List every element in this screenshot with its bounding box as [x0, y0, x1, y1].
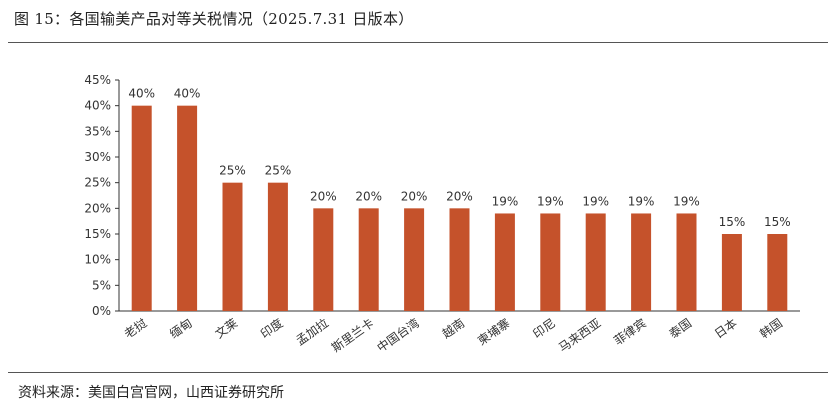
data-label: 15% — [719, 215, 746, 229]
x-category-label: 老挝 — [122, 316, 150, 341]
bar — [721, 234, 742, 311]
y-tick-label: 30% — [84, 150, 111, 164]
x-category-label: 越南 — [439, 315, 467, 341]
x-category-label: 韩国 — [757, 315, 785, 341]
x-category-label: 缅甸 — [167, 316, 195, 341]
bar — [177, 105, 198, 312]
bar-chart: 0% 5% 10% 15% 20% 25% 30% 35% 40% 45% 40% 老挝 40% 缅甸 25… — [84, 73, 800, 355]
bar — [585, 213, 606, 311]
data-label: 19% — [582, 194, 609, 208]
bar — [676, 213, 697, 311]
y-tick-label: 10% — [84, 253, 111, 267]
x-category-label: 印度 — [257, 315, 285, 341]
bar — [494, 213, 515, 311]
bar — [222, 182, 243, 311]
y-tick-label: 15% — [84, 227, 111, 241]
x-category-label: 菲律宾 — [611, 315, 649, 348]
x-category-label: 日本 — [712, 316, 740, 341]
bar — [131, 105, 152, 312]
x-category-label: 中国台湾 — [374, 315, 422, 355]
y-tick-label: 35% — [84, 124, 111, 138]
data-label: 20% — [310, 189, 337, 203]
x-category-label: 印尼 — [530, 316, 558, 341]
bar — [631, 213, 652, 311]
data-label: 25% — [265, 164, 292, 178]
bar — [404, 208, 425, 311]
data-label: 19% — [492, 194, 519, 208]
bar — [449, 208, 470, 311]
figure-title: 图 15：各国输美产品对等关税情况（2025.7.31 日版本） — [14, 10, 414, 28]
y-tick-label: 5% — [92, 278, 111, 292]
data-label: 25% — [219, 164, 246, 178]
x-category-label: 孟加拉 — [293, 315, 331, 348]
x-category-label: 斯里兰卡 — [329, 316, 376, 355]
y-tick-label: 20% — [84, 201, 111, 215]
bar — [267, 182, 288, 311]
data-label: 19% — [673, 194, 700, 208]
x-category-label: 文莱 — [212, 315, 240, 341]
y-tick-label: 25% — [84, 176, 111, 190]
bar — [540, 213, 561, 311]
x-category-label: 马来西亚 — [556, 316, 603, 355]
y-tick-label: 0% — [92, 304, 111, 318]
y-tick-label: 40% — [84, 99, 111, 113]
x-category-label: 泰国 — [667, 316, 695, 341]
x-category-label: 柬埔寨 — [475, 315, 513, 348]
data-label: 15% — [764, 215, 791, 229]
y-tick-label: 45% — [84, 73, 111, 87]
source-note: 资料来源：美国白宫官网，山西证券研究所 — [18, 385, 284, 401]
bar — [313, 208, 334, 311]
data-label: 19% — [628, 194, 655, 208]
data-label: 19% — [537, 194, 564, 208]
data-label: 40% — [128, 87, 155, 101]
data-label: 20% — [401, 189, 428, 203]
data-label: 20% — [446, 189, 473, 203]
top-rule — [8, 42, 828, 43]
data-label: 20% — [355, 189, 382, 203]
bar — [358, 208, 379, 311]
bottom-rule — [8, 372, 828, 373]
bar — [767, 234, 788, 311]
data-label: 40% — [174, 87, 201, 101]
